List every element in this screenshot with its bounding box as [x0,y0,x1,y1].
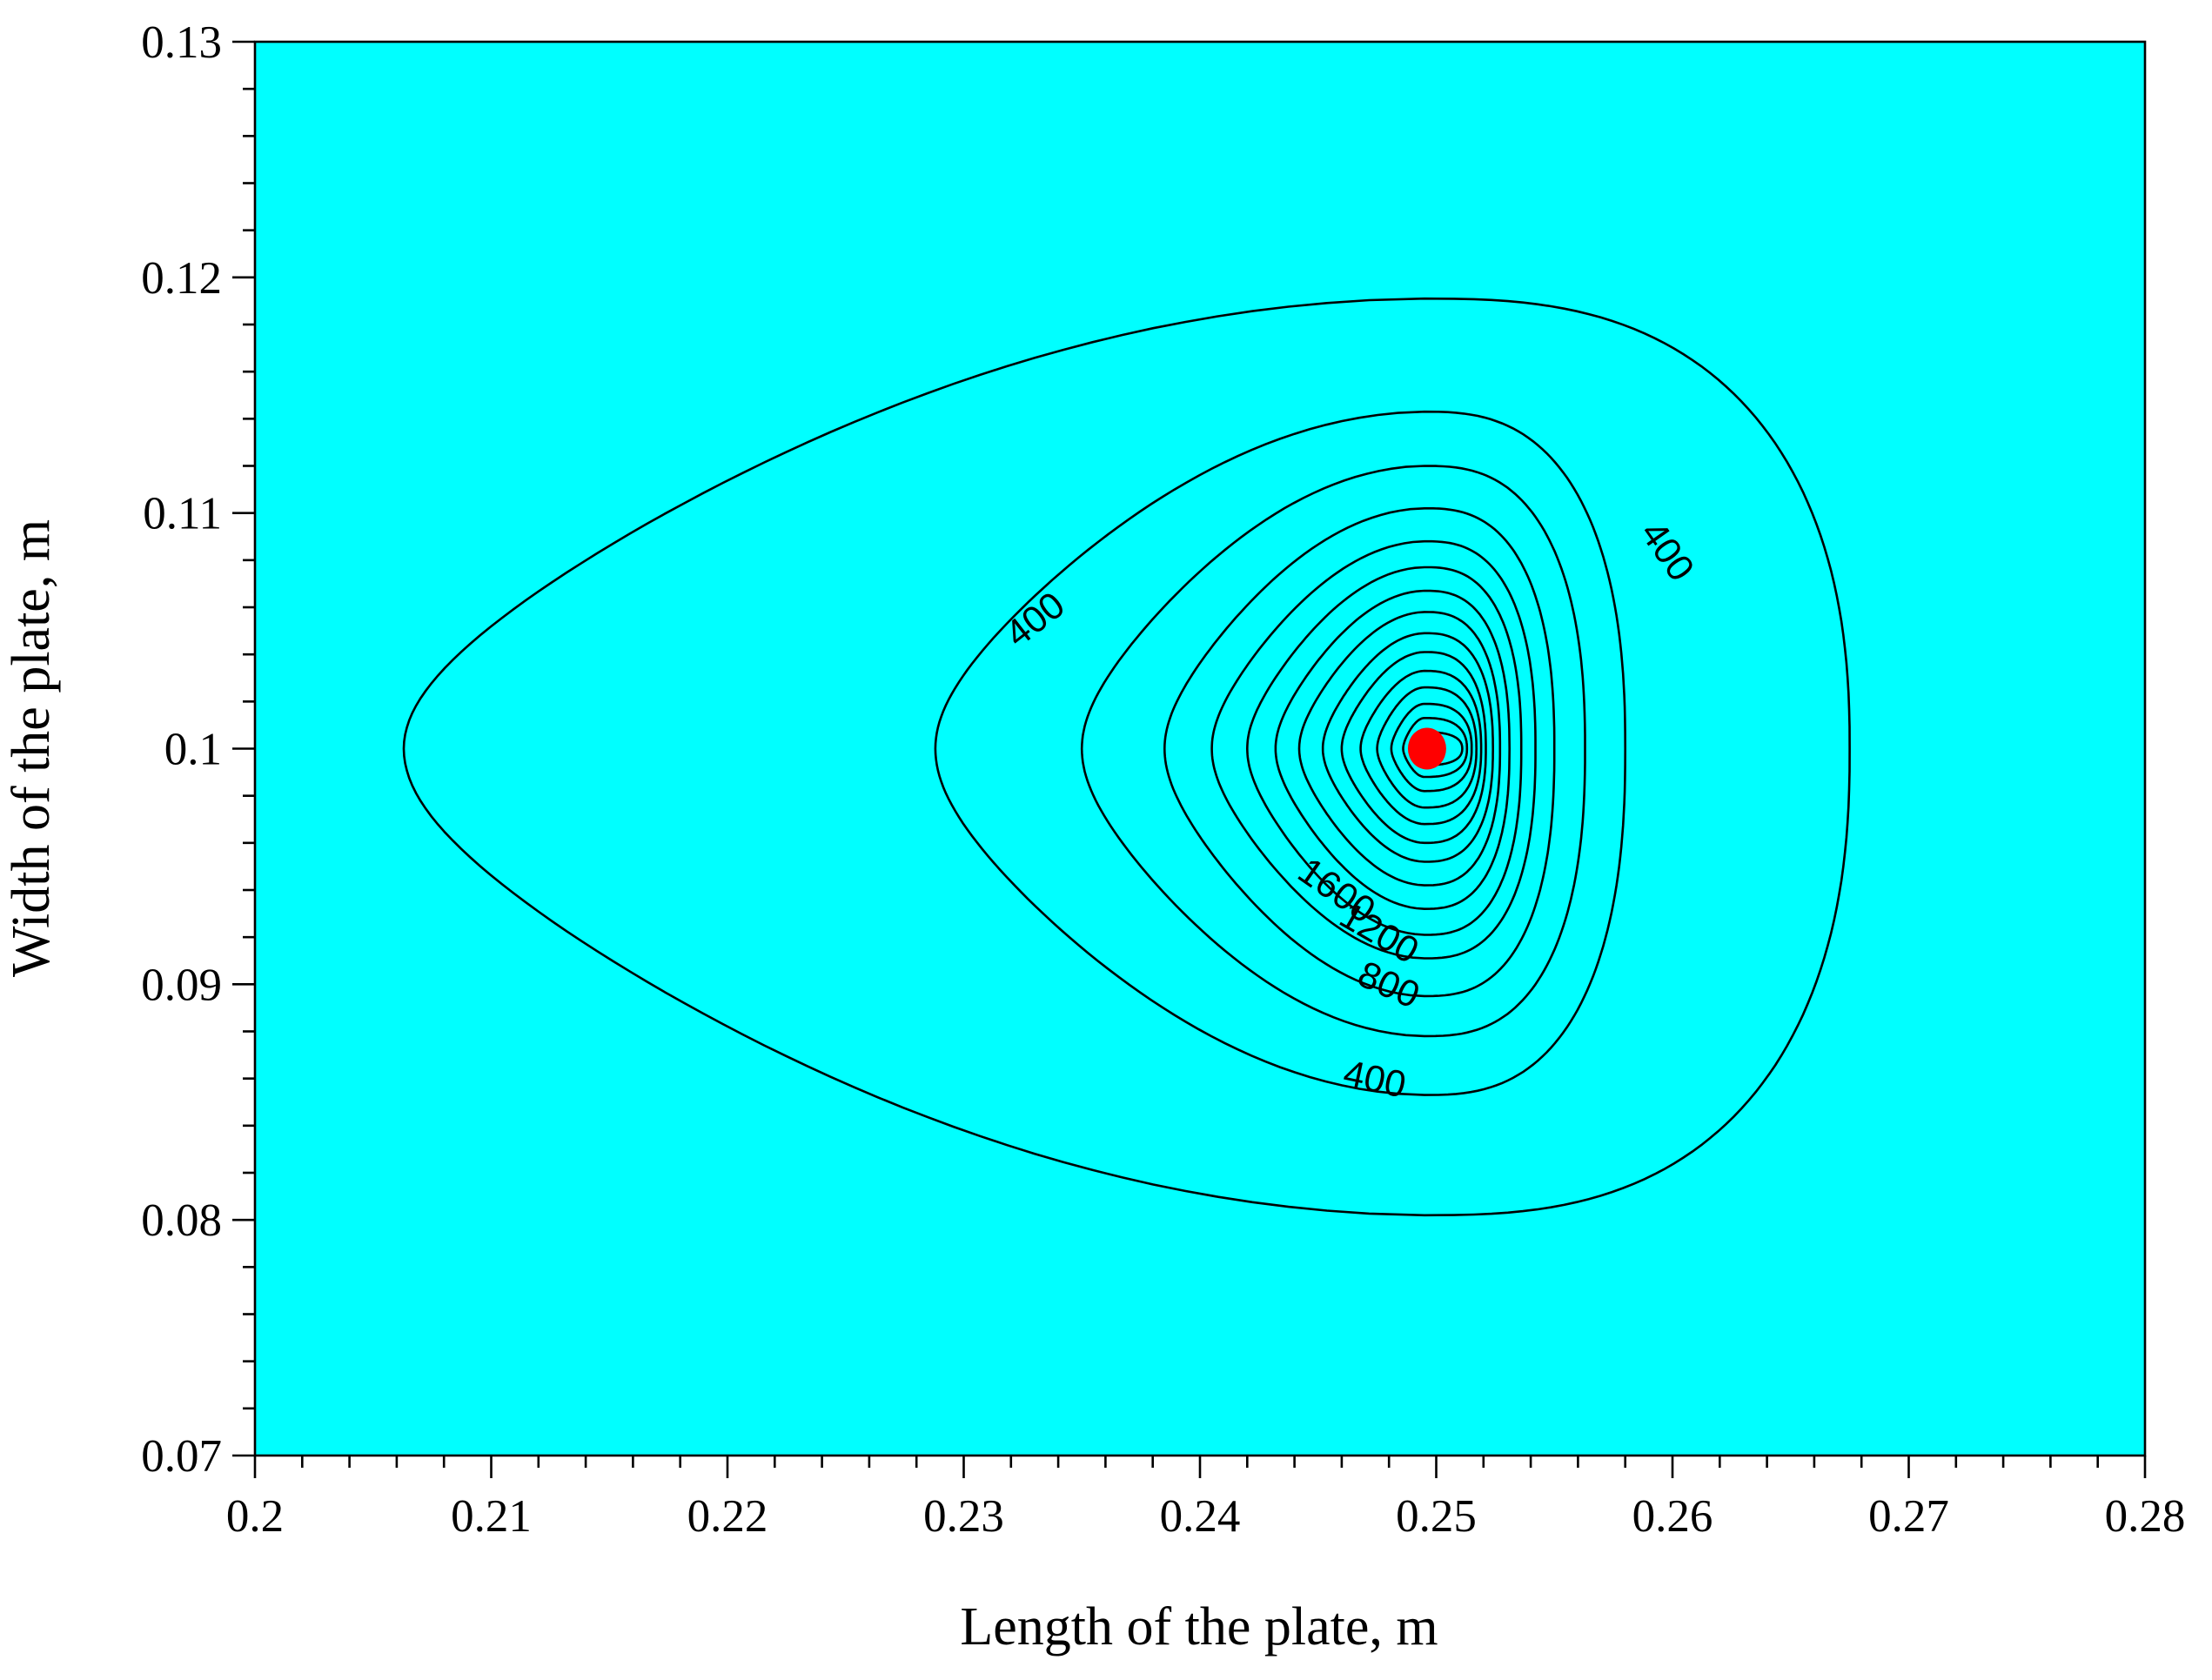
y-tick-label: 0.07 [141,1431,222,1482]
y-tick-label: 0.08 [141,1195,222,1246]
x-tick-labels: 0.2 0.21 0.22 0.23 0.24 0.25 0.26 0.27 0.28 [226,1491,2186,1542]
contour-level-2800 [1402,717,1469,779]
contour-level-800 [1163,507,1556,998]
contour-layer [402,297,1851,1217]
y-axis-title: Width of the plate, m [2,519,61,977]
contour-level-2600 [1390,702,1473,793]
y-tick-label: 0.1 [164,725,222,775]
contour-level-2000 [1340,651,1487,845]
y-tick-label: 0.09 [141,960,222,1010]
plot-background [255,42,2145,1456]
x-tick-label: 0.25 [1396,1491,1477,1542]
contour-level-2400 [1376,686,1478,809]
x-tick-label: 0.28 [2105,1491,2186,1542]
y-tick-label: 0.11 [143,489,222,539]
contour-level-1600 [1297,611,1502,887]
x-tick-label: 0.22 [687,1491,768,1542]
contour-level-1000 [1210,539,1537,960]
x-tick-label: 0.21 [451,1491,532,1542]
x-tick-label: 0.23 [923,1491,1004,1542]
x-tick-label: 0.26 [1632,1491,1713,1542]
x-tick-label: 0.24 [1160,1491,1241,1542]
x-tick-label: 0.27 [1868,1491,1949,1542]
tick-layer [232,40,2147,1478]
contour-level-1800 [1321,632,1495,863]
contour-peak [1407,727,1446,770]
contour-level-400 [934,410,1627,1096]
y-tick-labels: 0.07 0.08 0.09 0.1 0.11 0.12 0.13 [141,17,222,1482]
x-axis-title: Length of the plate, m [960,1597,1438,1657]
x-tick-label: 0.2 [226,1491,284,1542]
contour-level-2200 [1359,669,1483,826]
y-tick-label: 0.12 [141,253,222,304]
contour-level-200 [402,297,1851,1217]
contour-level-1400 [1274,589,1512,911]
contour-level-1200 [1245,566,1523,936]
contour-level-600 [1080,465,1586,1038]
y-tick-label: 0.13 [141,17,222,68]
